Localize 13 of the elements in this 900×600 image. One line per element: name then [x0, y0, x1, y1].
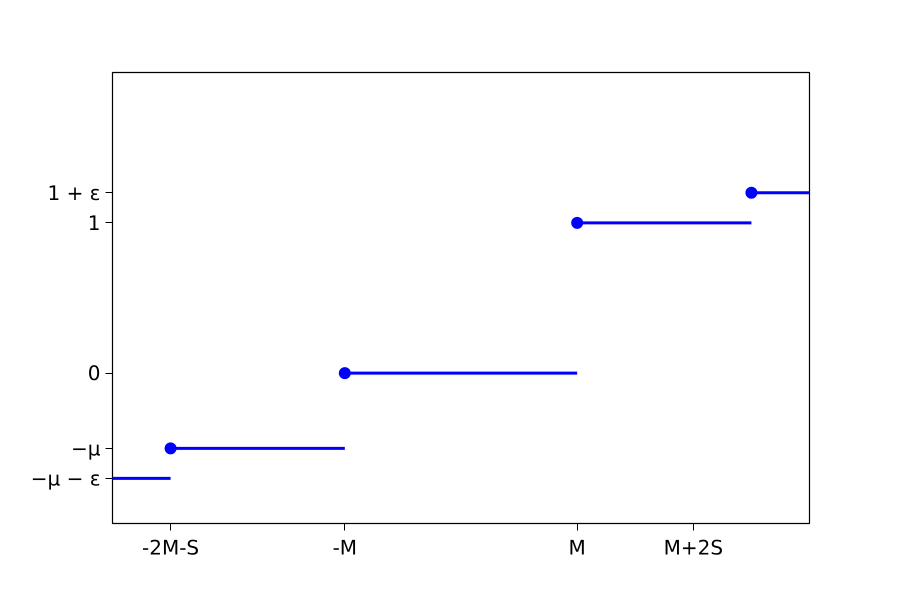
- x-tick-label: M+2S: [664, 536, 724, 560]
- y-tick-label: 1 + ε: [47, 180, 101, 205]
- x-tick-label: -2M-S: [142, 536, 200, 560]
- point: [164, 442, 177, 454]
- x-tick-label: M: [568, 536, 586, 560]
- y-tick-label: −μ − ε: [30, 466, 100, 490]
- y-tick-label: 0: [88, 361, 101, 386]
- point: [745, 186, 758, 199]
- point: [338, 367, 351, 380]
- x-tick-label: -M: [332, 536, 358, 560]
- point: [571, 216, 584, 229]
- y-tick-label: 1: [88, 210, 101, 235]
- y-tick-label: −μ: [71, 436, 101, 460]
